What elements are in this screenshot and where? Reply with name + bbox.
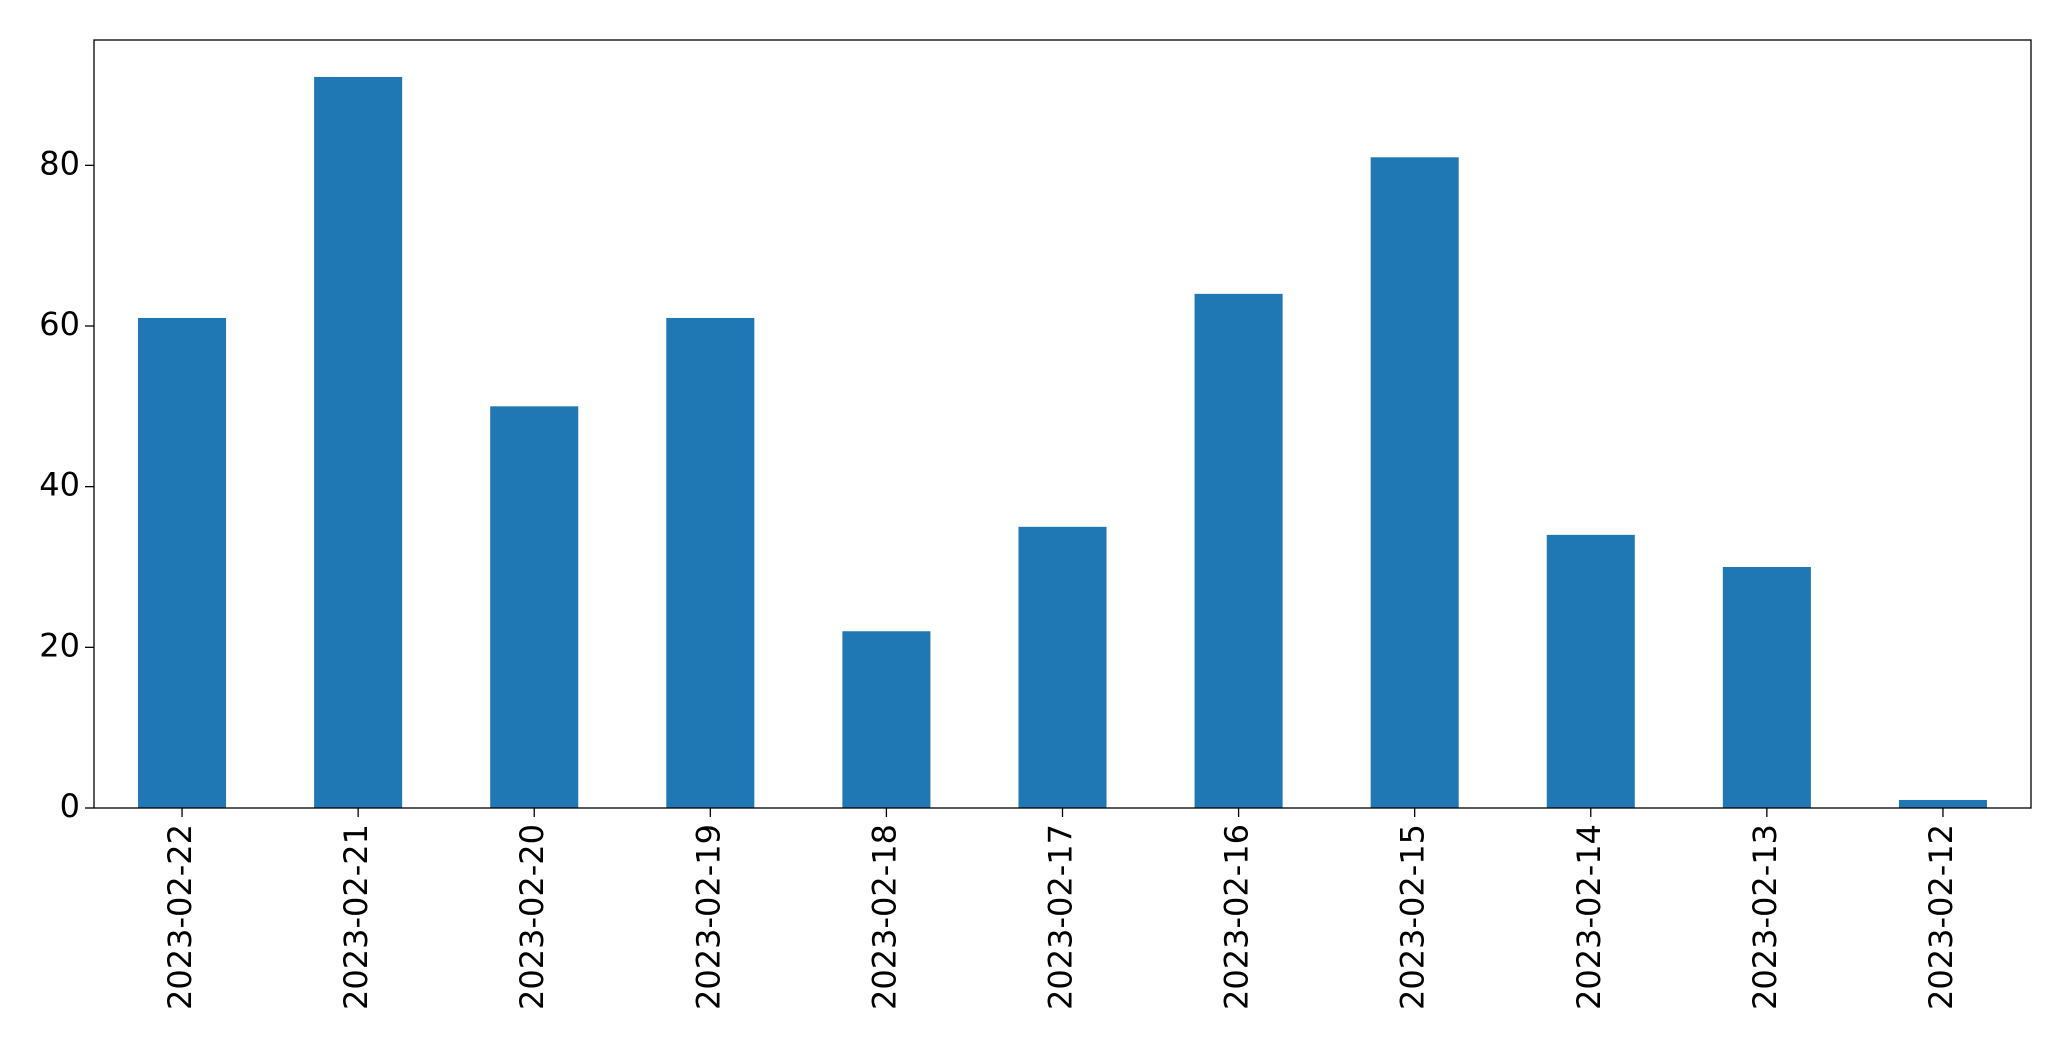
y-tick-label: 40 — [39, 466, 80, 504]
y-tick-label: 80 — [39, 144, 80, 182]
plot-frame — [93, 39, 2032, 809]
bar — [1370, 157, 1459, 808]
bar — [1194, 293, 1283, 808]
x-tick-label: 2023-02-16 — [1218, 824, 1256, 1010]
bar — [1018, 526, 1107, 808]
x-tick-label: 2023-02-20 — [513, 824, 551, 1010]
bar — [138, 317, 227, 808]
bar — [1898, 799, 1987, 808]
bar — [1722, 566, 1811, 808]
x-tick-label: 2023-02-21 — [337, 824, 375, 1010]
bar — [666, 317, 755, 808]
y-tick-label: 60 — [39, 305, 80, 343]
x-tick-label: 2023-02-22 — [161, 824, 199, 1010]
x-tick-label: 2023-02-19 — [689, 824, 727, 1010]
x-tick-label: 2023-02-18 — [865, 824, 903, 1010]
x-tick-label: 2023-02-17 — [1042, 824, 1080, 1010]
x-tick-label: 2023-02-13 — [1746, 824, 1784, 1010]
x-tick-label: 2023-02-12 — [1922, 824, 1960, 1010]
bar — [842, 631, 931, 808]
bar — [490, 406, 579, 808]
x-tick-label: 2023-02-15 — [1394, 824, 1432, 1010]
y-tick-label: 20 — [39, 626, 80, 664]
bar — [314, 76, 403, 808]
bar — [1546, 534, 1635, 808]
x-tick-label: 2023-02-14 — [1570, 824, 1608, 1010]
y-tick-label: 0 — [60, 787, 80, 825]
